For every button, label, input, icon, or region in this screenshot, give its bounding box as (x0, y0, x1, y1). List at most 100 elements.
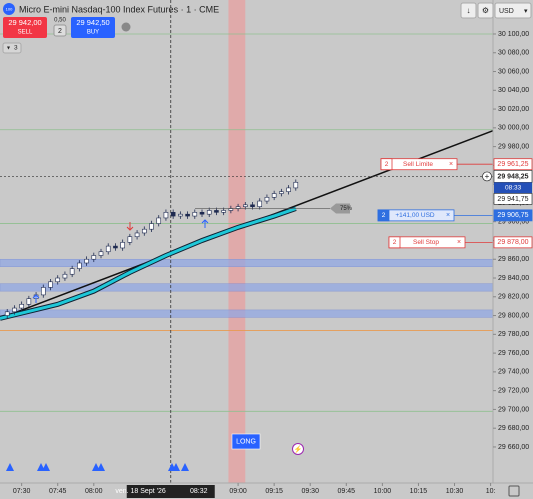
currency-caret: ▾ (524, 8, 528, 15)
logo-text: 100 (6, 7, 13, 12)
signal-triangle (97, 463, 105, 471)
buy-arrow (32, 294, 40, 303)
order-close[interactable]: × (446, 212, 450, 219)
add-order-button[interactable] (482, 171, 492, 182)
y-tick-label: 29 900,00 (498, 219, 529, 226)
candle-body (98, 251, 104, 256)
alert-glyph: ⚡ (294, 444, 303, 453)
quantity-box[interactable] (53, 24, 67, 37)
candle-body (199, 212, 205, 215)
indicators-count: 3 (14, 45, 18, 52)
order-quantity: 2 (393, 239, 397, 246)
symbol-title[interactable]: Micro E-mini Nasdaq-100 Index Futures · … (19, 4, 219, 14)
order-label: Sell Limite (403, 161, 433, 168)
candle-body (178, 213, 183, 217)
y-tick-label: 29 860,00 (498, 256, 529, 263)
candle-body (62, 273, 68, 279)
y-tick-label: 30 040,00 (498, 87, 529, 94)
currency: USD (499, 8, 514, 15)
down-button[interactable] (460, 2, 477, 19)
zone (0, 309, 494, 318)
y-tick-label: 29 660,00 (498, 444, 529, 451)
order-label: +141,00 USD (395, 212, 435, 219)
bid-price: 29 941,75 (497, 196, 528, 203)
candle-body (19, 303, 24, 309)
info-icon[interactable] (121, 22, 131, 32)
candle-body (279, 191, 284, 194)
long-button[interactable] (231, 433, 261, 450)
signal-triangle (172, 463, 180, 471)
y-tick-label: 29 840,00 (498, 275, 529, 282)
buy-price: 29 942,50 (76, 18, 109, 27)
settings-button[interactable] (477, 2, 494, 19)
indicators-toggle[interactable] (2, 42, 22, 54)
candle-body (271, 193, 277, 198)
calendar-icon[interactable] (508, 485, 520, 497)
y-tick-label: 30 080,00 (498, 50, 529, 57)
sell-label: SELL (18, 30, 33, 36)
candle-body (26, 298, 32, 305)
y-tick-label: 29 780,00 (498, 331, 529, 338)
order-price: 29 878,00 (497, 239, 528, 246)
x-tick-label: 09:45 (338, 488, 356, 495)
candle-body (105, 245, 111, 253)
candle-body (192, 212, 198, 217)
currency-select[interactable] (494, 2, 532, 19)
sell-arrow (126, 222, 134, 231)
session-highlight (228, 0, 246, 483)
order-qty-box (377, 209, 390, 222)
signal-triangle (181, 463, 189, 471)
order-qty-box (380, 158, 393, 171)
candle-body (55, 277, 61, 283)
candle-body (77, 262, 82, 269)
candle-body (48, 281, 53, 288)
settings-icon: ⚙ (482, 6, 489, 15)
order-price-tag (493, 209, 533, 222)
y-tick-label: 29 800,00 (498, 312, 529, 319)
order-price: 29 961,25 (497, 161, 528, 168)
order-quantity: 2 (382, 212, 386, 219)
candle-body (149, 223, 154, 230)
quantity: 2 (58, 28, 62, 35)
candle-body (113, 245, 118, 249)
crosshair-date-box (126, 485, 215, 498)
order-close[interactable]: × (457, 239, 461, 246)
y-tick-label: 29 680,00 (498, 425, 529, 432)
order-label: Sell Stop (413, 239, 439, 246)
candle-body (163, 212, 169, 219)
countdown: 08:33 (505, 185, 522, 192)
symbol-logo[interactable] (3, 3, 15, 15)
y-tick-label: 29 980,00 (498, 143, 529, 150)
signal-triangle (6, 463, 14, 471)
y-tick-label: 29 740,00 (498, 369, 529, 376)
candle-body (40, 287, 46, 296)
candle-body (120, 242, 125, 249)
position-label: 75% (340, 206, 353, 212)
down-icon: ↓ (467, 6, 471, 15)
candle-body (214, 210, 219, 213)
signal-triangle (42, 463, 50, 471)
x-tick-label: 10:15 (410, 488, 428, 495)
candle-body (206, 210, 212, 215)
y-tick-label: 29 760,00 (498, 350, 529, 357)
candle-body (91, 255, 97, 260)
position-tag (330, 203, 350, 214)
candle-body (69, 268, 75, 275)
order-close[interactable]: × (449, 161, 453, 168)
buy-button[interactable] (71, 17, 115, 38)
y-tick-label: 30 060,00 (498, 68, 529, 75)
candle-body (156, 217, 162, 224)
x-tick-label: 07:30 (13, 488, 31, 495)
x-tick-label: 09:30 (301, 488, 319, 495)
candle-body (293, 181, 299, 189)
zone (0, 258, 494, 268)
spread: 0,50 (54, 18, 66, 24)
buy-label: BUY (87, 30, 99, 36)
order-price-tag (493, 158, 533, 171)
candle-body (286, 187, 291, 192)
y-tick-label: 29 720,00 (498, 387, 529, 394)
sell-button[interactable] (3, 17, 47, 38)
alert-icon (292, 443, 304, 455)
